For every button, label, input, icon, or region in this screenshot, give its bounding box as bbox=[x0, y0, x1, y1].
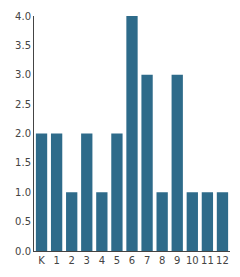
svg-text:8: 8 bbox=[159, 255, 165, 266]
svg-text:K: K bbox=[38, 255, 45, 266]
svg-text:2.0: 2.0 bbox=[15, 128, 31, 139]
svg-text:11: 11 bbox=[201, 255, 214, 266]
svg-text:5: 5 bbox=[114, 255, 120, 266]
svg-text:2.5: 2.5 bbox=[15, 99, 31, 110]
svg-text:9: 9 bbox=[174, 255, 180, 266]
svg-text:1: 1 bbox=[53, 255, 59, 266]
svg-text:3: 3 bbox=[84, 255, 90, 266]
svg-text:6: 6 bbox=[129, 255, 135, 266]
svg-text:0.0: 0.0 bbox=[15, 246, 31, 257]
svg-text:4: 4 bbox=[99, 255, 105, 266]
svg-text:0.5: 0.5 bbox=[15, 216, 31, 227]
svg-text:4.0: 4.0 bbox=[15, 11, 31, 22]
svg-text:3.5: 3.5 bbox=[15, 40, 31, 51]
svg-text:1.5: 1.5 bbox=[15, 157, 31, 168]
svg-text:7: 7 bbox=[144, 255, 150, 266]
svg-text:1.0: 1.0 bbox=[15, 187, 31, 198]
svg-text:10: 10 bbox=[186, 255, 199, 266]
svg-text:2: 2 bbox=[69, 255, 75, 266]
svg-text:3.0: 3.0 bbox=[15, 69, 31, 80]
svg-text:12: 12 bbox=[216, 255, 229, 266]
